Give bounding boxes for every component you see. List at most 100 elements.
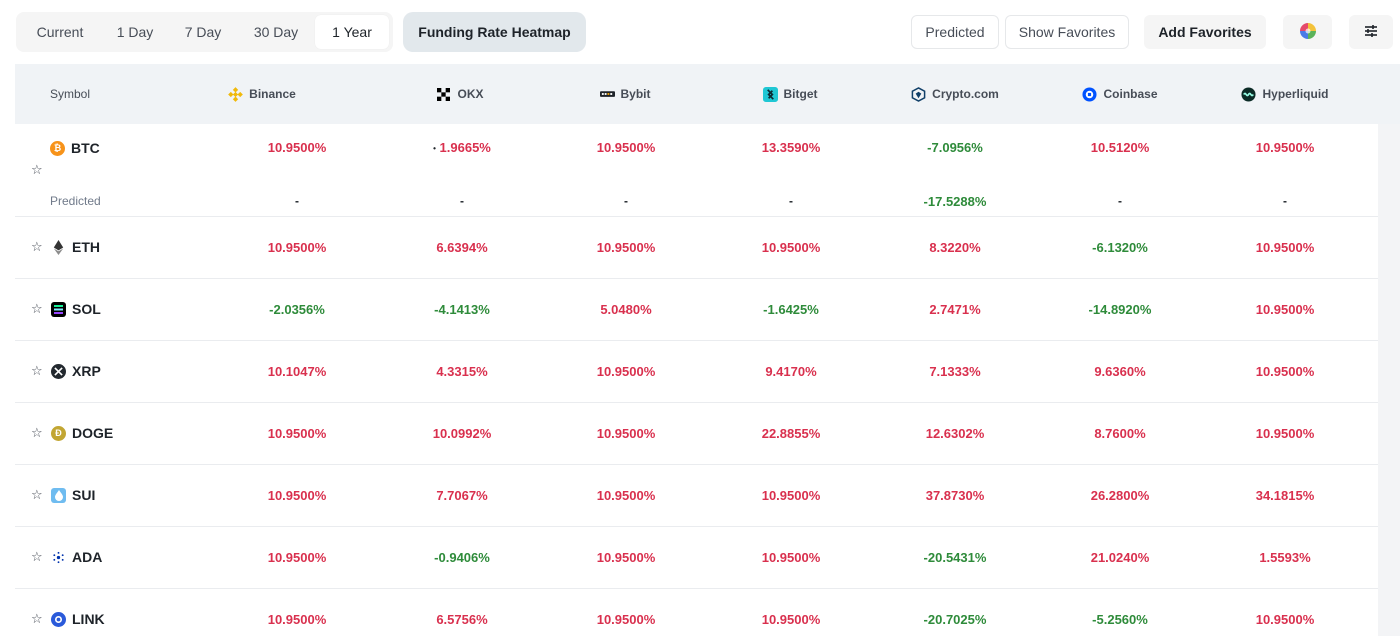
tab-7-day[interactable]: 7 Day [184,24,222,40]
symbol-cell[interactable]: ☆ ADA [31,549,102,565]
rate-cell: -20.7025% [923,612,987,627]
rate-cell: 10.9500% [1255,140,1315,155]
star-outline-icon[interactable]: ☆ [31,425,43,440]
star-outline-icon[interactable]: ☆ [31,549,43,564]
symbol-label: SUI [72,487,96,503]
rate-cell: 10.9500% [761,240,821,255]
rate-cell: 7.7067% [436,488,488,503]
symbol-cell[interactable]: ☆ XRP [31,363,101,379]
rate-cell: 10.9500% [1255,240,1315,255]
star-outline-icon[interactable]: ☆ [31,239,43,254]
header-bybit-label: Bybit [620,87,651,101]
rate-cell: 10.9500% [761,488,821,503]
rate-cell: 10.9500% [596,426,656,441]
header-binance-label: Binance [249,87,296,101]
predicted-button[interactable]: Predicted [911,15,999,49]
rate-cell: -4.1413% [434,302,490,317]
star-outline-icon[interactable]: ☆ [31,162,43,177]
rate-cell: 10.9500% [1255,364,1315,379]
predicted-cell: - [295,194,299,208]
header-hyperliquid-label: Hyperliquid [1262,87,1329,101]
star-outline-icon[interactable]: ☆ [31,363,43,378]
doge-coin-icon: Ð [51,425,66,441]
table-row-ada: ☆ ADA 10.9500% -0.9406% 10.9500% 10.9500… [15,527,1378,589]
rate-cell: 12.6302% [925,426,985,441]
tab-1-day[interactable]: 1 Day [116,24,154,40]
show-favorites-button[interactable]: Show Favorites [1005,15,1129,49]
rate-cell: -0.9406% [434,550,490,565]
symbol-label: LINK [72,611,105,627]
rate-cell: 10.9500% [267,426,327,441]
header-hyperliquid[interactable]: Hyperliquid [1215,64,1355,124]
rate-cell: 7.1333% [929,364,981,379]
toolbar: Current 1 Day 7 Day 30 Day 1 Year Fundin… [0,0,1400,64]
rate-cell: 10.9500% [267,488,327,503]
funding-rate-heatmap-button[interactable]: Funding Rate Heatmap [403,12,586,52]
predicted-cell: - [460,194,464,208]
table-row-btc: ₿ BTC ☆ 10.9500% • 1.9665% 10.9500% 13.3… [15,124,1378,217]
add-favorites-button[interactable]: Add Favorites [1144,15,1266,49]
rate-cell: 10.9500% [596,550,656,565]
rate-cell: -2.0356% [269,302,325,317]
rate-cell: 10.9500% [267,612,327,627]
tab-1-year[interactable]: 1 Year [315,15,389,49]
header-coinbase[interactable]: Coinbase [1050,64,1190,124]
rate-cell: 21.0240% [1090,550,1150,565]
rate-cell: 10.9500% [267,550,327,565]
hyperliquid-logo-icon [1241,86,1257,102]
rate-cell: 2.7471% [929,302,981,317]
rate-cell: 9.4170% [765,364,817,379]
symbol-cell[interactable]: ☆ LINK [31,611,105,627]
predicted-cell: - [624,194,628,208]
sui-coin-icon [51,487,66,503]
header-bitget[interactable]: Bitget [720,64,860,124]
star-outline-icon[interactable]: ☆ [31,487,43,502]
header-symbol[interactable]: Symbol [50,87,91,101]
color-palette-button[interactable] [1283,15,1332,49]
header-coinbase-label: Coinbase [1103,87,1158,101]
symbol-label: ADA [72,549,103,565]
sol-coin-icon [51,301,66,317]
rate-cell: -7.0956% [927,140,983,155]
rate-cell: 10.9500% [596,140,656,155]
tab-30-day[interactable]: 30 Day [253,24,299,40]
table-row-sui: ☆ SUI 10.9500% 7.7067% 10.9500% 10.9500%… [15,465,1378,527]
rate-cell: 37.8730% [925,488,985,503]
symbol-cell[interactable]: ☆ ETH [31,239,100,255]
crypto-com-logo-icon [911,86,926,102]
symbol-cell[interactable]: ☆ SOL [31,301,101,317]
rate-cell: -20.5431% [923,550,987,565]
ada-coin-icon [51,550,66,565]
symbol-cell[interactable]: ☆ SUI [31,487,95,503]
symbol-label: BTC [71,140,100,156]
btc-coin-icon: ₿ [50,140,65,156]
symbol-cell[interactable]: ☆ Ð DOGE [31,425,113,441]
symbol-cell[interactable]: ₿ BTC [50,140,100,156]
rate-cell: 5.0480% [600,302,652,317]
header-crypto-com[interactable]: Crypto.com [885,64,1025,124]
star-outline-icon[interactable]: ☆ [31,611,43,626]
header-bybit[interactable]: Bybit [555,64,695,124]
rate-cell: -14.8920% [1088,302,1152,317]
bybit-logo-icon [599,87,615,102]
table-row-sol: ☆ SOL -2.0356% -4.1413% 5.0480% -1.6425%… [15,279,1378,341]
rate-cell: 6.5756% [436,612,488,627]
header-binance[interactable]: Binance [192,64,332,124]
symbol-label: SOL [72,301,101,317]
rate-cell: 10.9500% [1255,426,1315,441]
funding-rate-table: Symbol Binance OKX Bybit Bitget [15,64,1400,636]
rate-cell: -1.6425% [763,302,819,317]
tab-current[interactable]: Current [36,24,84,40]
sliders-icon [1363,23,1379,42]
settings-button[interactable] [1349,15,1393,49]
rate-cell: 10.1047% [267,364,327,379]
binance-logo-icon [228,86,243,102]
symbol-label: ETH [72,239,100,255]
rate-cell: 10.9500% [267,240,327,255]
color-palette-icon [1299,22,1317,43]
predicted-cell: - [1118,194,1122,208]
vertical-scrollbar[interactable] [1378,64,1400,636]
time-range-tabs: Current 1 Day 7 Day 30 Day 1 Year [16,12,393,52]
header-okx[interactable]: OKX [390,64,530,124]
star-outline-icon[interactable]: ☆ [31,301,43,316]
